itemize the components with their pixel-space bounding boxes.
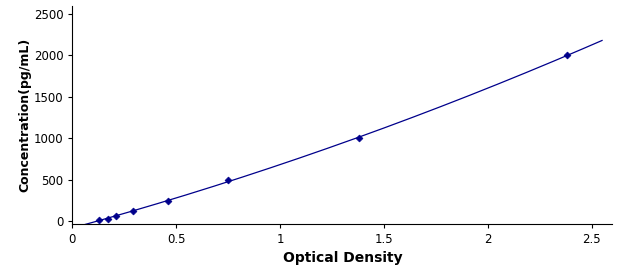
X-axis label: Optical Density: Optical Density (282, 251, 402, 265)
Y-axis label: Concentration(pg/mL): Concentration(pg/mL) (18, 38, 31, 192)
